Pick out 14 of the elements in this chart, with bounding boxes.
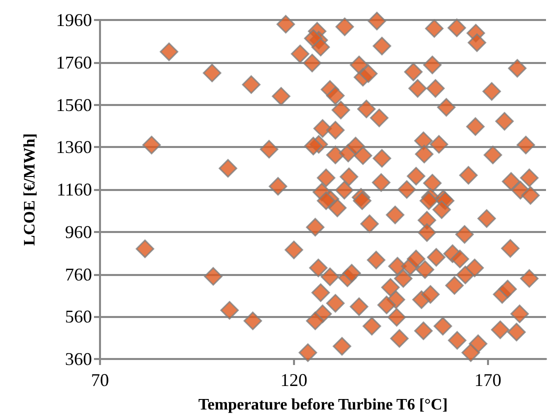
y-tick-label: 1960 — [56, 10, 92, 30]
x-tick-label: 170 — [474, 370, 502, 390]
y-tick-label: 1160 — [56, 180, 92, 200]
y-tick-label: 560 — [65, 306, 92, 327]
y-tick-label: 1560 — [56, 94, 92, 115]
x-axis-title: Temperature before Turbine T6 [°C] — [198, 396, 448, 414]
y-axis-title: LCOE [€/MWh] — [22, 133, 38, 246]
y-tick-label: 960 — [65, 222, 92, 242]
y-tick-label: 360 — [65, 349, 92, 369]
x-tick-label: 70 — [91, 370, 109, 390]
x-tick-label: 120 — [280, 370, 308, 390]
y-tick-label: 760 — [65, 264, 92, 284]
y-tick-label: 1360 — [56, 137, 92, 158]
y-tick-label: 1760 — [56, 52, 92, 72]
